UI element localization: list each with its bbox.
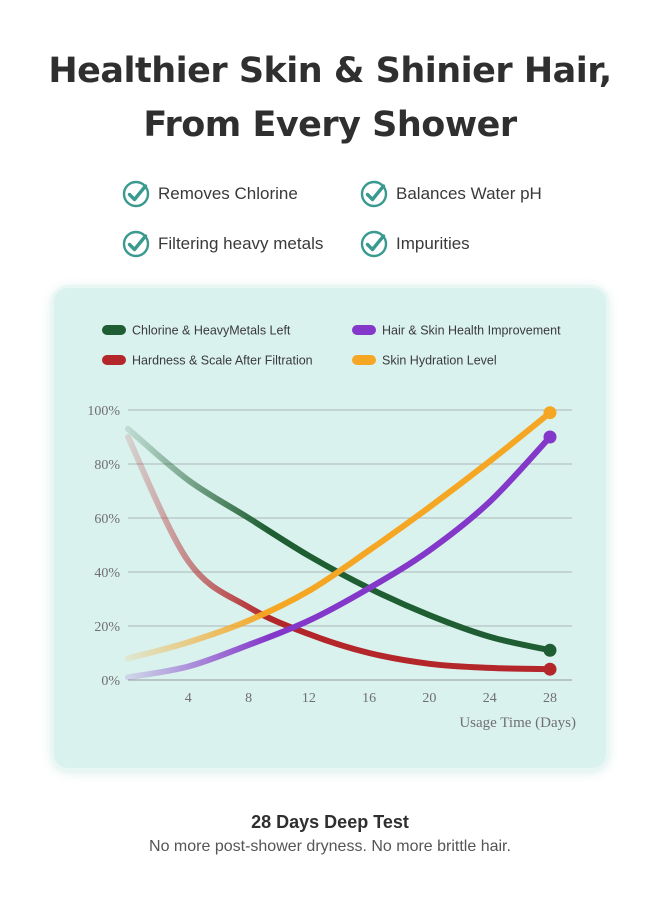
headline-line-1: Healthier Skin & Shinier Hair, [48,51,612,91]
feature-removes-chlorine: Removes Chlorine [122,176,298,212]
check-circle-icon [360,230,388,258]
y-tick-label: 100% [87,404,120,419]
x-tick-label: 16 [362,691,376,706]
legend-swatch [352,325,376,335]
feature-impurities: Impurities [360,226,470,262]
series-line [125,434,553,673]
legend-label: Chlorine & HeavyMetals Left [132,324,291,338]
legend-swatch [102,325,126,335]
y-tick-label: 0% [101,674,120,689]
x-tick-label: 4 [185,691,192,706]
check-circle-icon [122,230,150,258]
test-title: 28 Days Deep Test [251,812,409,832]
test-subtitle: No more post-shower dryness. No more bri… [149,838,511,855]
series-end-point [543,406,557,420]
check-circle-icon [360,180,388,208]
legend-item: Hair & Skin Health Improvement [352,324,561,338]
headline: Healthier Skin & Shinier Hair, From Ever… [0,44,660,152]
x-tick-label: 20 [422,691,436,706]
legend-item: Chlorine & HeavyMetals Left [102,324,291,338]
check-circle-icon [122,180,150,208]
y-tick-label: 80% [94,458,120,473]
chart-card: Chlorine & HeavyMetals Left Hair & Skin H… [54,288,606,768]
feature-heavy-metals: Filtering heavy metals [122,226,323,262]
legend-swatch [102,355,126,365]
feature-label: Balances Water pH [396,184,542,203]
series-end-point [543,643,557,657]
feature-list: Removes Chlorine Balances Water pH Filte… [122,176,582,272]
line-chart: Chlorine & HeavyMetals Left Hair & Skin H… [87,324,576,732]
series-line [125,434,553,681]
feature-label: Impurities [396,234,470,253]
y-tick-label: 40% [94,566,120,581]
x-tick-label: 12 [302,691,316,706]
legend-label: Hair & Skin Health Improvement [382,324,561,338]
x-axis-label: Usage Time (Days) [459,715,576,731]
y-tick-label: 60% [94,512,120,527]
series-end-point [543,430,557,444]
series-end-point [543,662,557,676]
headline-line-2: From Every Shower [143,105,517,145]
x-tick-label: 28 [543,691,557,706]
feature-label: Filtering heavy metals [158,234,324,253]
legend-label: Hardness & Scale After Filtration [132,354,313,368]
legend-label: Skin Hydration Level [382,354,497,368]
series-line [125,409,553,662]
feature-balances-ph: Balances Water pH [360,176,542,212]
y-tick-label: 20% [94,620,120,635]
x-tick-label: 8 [245,691,252,706]
legend-item: Skin Hydration Level [352,354,497,368]
x-tick-label: 24 [483,691,497,706]
legend-item: Hardness & Scale After Filtration [102,354,313,368]
legend-swatch [352,355,376,365]
feature-label: Removes Chlorine [158,184,298,203]
